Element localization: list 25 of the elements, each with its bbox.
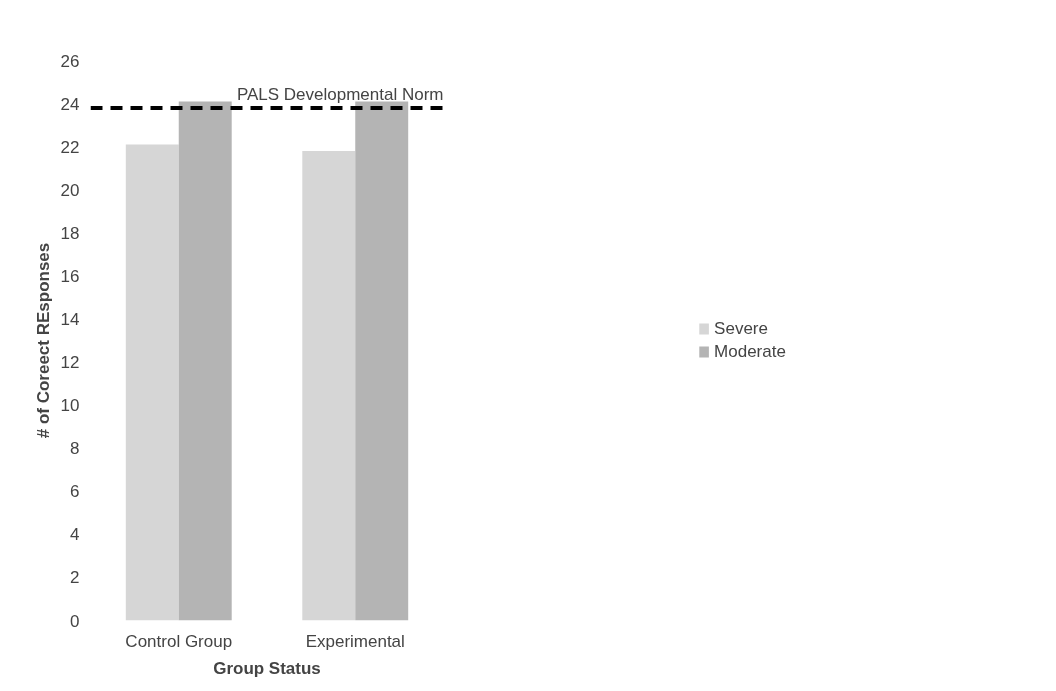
y-tick-label: 12 [60, 353, 80, 373]
x-tick-label: Experimental [305, 631, 405, 651]
y-tick-label: 10 [60, 396, 80, 416]
y-tick-label: 2 [70, 568, 80, 588]
y-tick-label: 0 [70, 611, 80, 631]
bar [178, 101, 232, 621]
bar [355, 101, 409, 621]
legend-label: Severe [714, 318, 768, 339]
y-tick-label: 6 [70, 482, 80, 502]
y-tick-label: 16 [60, 266, 80, 286]
x-tick-label: Control Group [125, 631, 233, 651]
legend-label: Moderate [714, 341, 786, 362]
x-axis-title: Group Status [213, 658, 321, 678]
y-tick-label: 26 [60, 51, 80, 71]
bar [125, 144, 179, 621]
y-tick-label: 14 [60, 309, 80, 329]
bar [302, 150, 356, 621]
y-tick-label: 4 [70, 525, 80, 545]
y-tick-label: 8 [70, 439, 80, 459]
y-tick-label: 20 [60, 180, 80, 200]
ref-line-label: PALS Developmental Norm [236, 84, 444, 104]
y-axis-title: # of Coreect REsponses [33, 242, 53, 439]
y-tick-label: 18 [60, 223, 80, 243]
y-tick-label: 22 [60, 137, 80, 157]
y-tick-label: 24 [60, 94, 80, 114]
